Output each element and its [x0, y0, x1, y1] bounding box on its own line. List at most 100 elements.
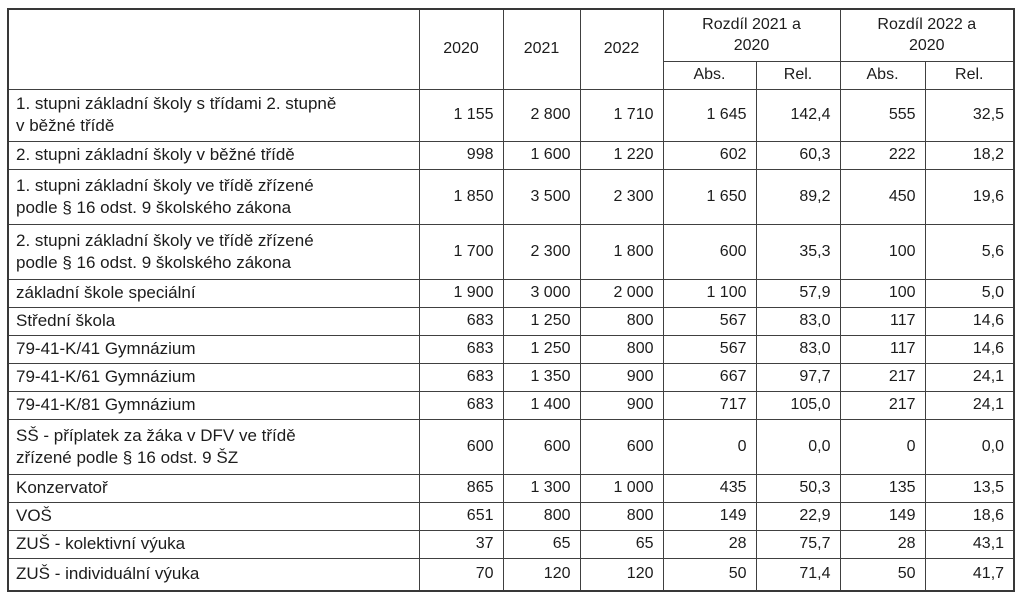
subheader-abs-2: Abs. — [839, 60, 926, 90]
value-cell: 217 — [839, 362, 926, 392]
value-cell: 149 — [662, 501, 757, 531]
row-label: VOŠ — [7, 501, 420, 531]
value-cell: 1 220 — [579, 140, 664, 170]
row-label: 79-41-K/41 Gymnázium — [7, 334, 420, 364]
value-cell: 13,5 — [924, 473, 1015, 503]
value-cell: 71,4 — [755, 557, 841, 592]
value-cell: 683 — [418, 306, 504, 336]
table-row: 1. stupni základní školy s třídami 2. st… — [7, 88, 1015, 142]
funding-comparison-table: 2020 2021 2022 Rozdíl 2021 a 2020 Rozdíl… — [7, 8, 1016, 592]
table-row: SŠ - příplatek za žáka v DFV ve třídě zř… — [7, 418, 1015, 475]
row-label: Konzervatoř — [7, 473, 420, 503]
column-header-2020: 2020 — [418, 8, 504, 90]
value-cell: 667 — [662, 362, 757, 392]
value-cell: 800 — [579, 306, 664, 336]
table-row: 79-41-K/81 Gymnázium 683 1 400 900 717 105,0 2… — [7, 390, 1015, 420]
value-cell: 3 500 — [502, 168, 581, 225]
value-cell: 217 — [839, 390, 926, 420]
table-header: 2020 2021 2022 Rozdíl 2021 a 2020 Rozdíl… — [7, 8, 1015, 90]
value-cell: 5,6 — [924, 223, 1015, 280]
group-header-diff-2022-2020: Rozdíl 2022 a 2020 — [839, 8, 1015, 62]
row-label: SŠ - příplatek za žáka v DFV ve třídě zř… — [7, 418, 420, 475]
value-cell: 555 — [839, 88, 926, 142]
value-cell: 19,6 — [924, 168, 1015, 225]
table-row: 79-41-K/41 Gymnázium 683 1 250 800 567 83,0 11… — [7, 334, 1015, 364]
value-cell: 1 250 — [502, 334, 581, 364]
value-cell: 5,0 — [924, 278, 1015, 308]
table-row: 79-41-K/61 Gymnázium 683 1 350 900 667 97,7 21… — [7, 362, 1015, 392]
row-label: 1. stupni základní školy s třídami 2. st… — [7, 88, 420, 142]
value-cell: 900 — [579, 362, 664, 392]
value-cell: 18,2 — [924, 140, 1015, 170]
value-cell: 1 400 — [502, 390, 581, 420]
value-cell: 600 — [418, 418, 504, 475]
value-cell: 1 850 — [418, 168, 504, 225]
value-cell: 1 710 — [579, 88, 664, 142]
value-cell: 135 — [839, 473, 926, 503]
value-cell: 651 — [418, 501, 504, 531]
value-cell: 120 — [502, 557, 581, 592]
value-cell: 24,1 — [924, 362, 1015, 392]
value-cell: 717 — [662, 390, 757, 420]
value-cell: 37 — [418, 529, 504, 559]
value-cell: 683 — [418, 362, 504, 392]
value-cell: 100 — [839, 278, 926, 308]
value-cell: 602 — [662, 140, 757, 170]
group-header-diff-2021-2020: Rozdíl 2021 a 2020 — [662, 8, 841, 62]
value-cell: 1 155 — [418, 88, 504, 142]
value-cell: 2 800 — [502, 88, 581, 142]
subheader-rel-1: Rel. — [755, 60, 841, 90]
value-cell: 865 — [418, 473, 504, 503]
value-cell: 0 — [839, 418, 926, 475]
column-header-2021: 2021 — [502, 8, 581, 90]
value-cell: 1 300 — [502, 473, 581, 503]
value-cell: 41,7 — [924, 557, 1015, 592]
value-cell: 18,6 — [924, 501, 1015, 531]
row-label: ZUŠ - kolektivní výuka — [7, 529, 420, 559]
row-label: 1. stupni základní školy ve třídě zřízen… — [7, 168, 420, 225]
value-cell: 83,0 — [755, 306, 841, 336]
corner-cell — [7, 8, 420, 90]
table-row: VOŠ 651 800 800 149 22,9 149 18,6 — [7, 501, 1015, 531]
value-cell: 800 — [579, 501, 664, 531]
value-cell: 65 — [502, 529, 581, 559]
value-cell: 1 000 — [579, 473, 664, 503]
header-row-sub: Abs. Rel. Abs. Rel. — [8, 60, 1015, 90]
row-label: ZUŠ - individuální výuka — [7, 557, 420, 592]
table-row: Střední škola 683 1 250 800 567 83,0 117 14,6 — [7, 306, 1015, 336]
value-cell: 0,0 — [924, 418, 1015, 475]
value-cell: 149 — [839, 501, 926, 531]
value-cell: 998 — [418, 140, 504, 170]
value-cell: 105,0 — [755, 390, 841, 420]
value-cell: 35,3 — [755, 223, 841, 280]
table-row: Konzervatoř 865 1 300 1 000 435 50,3 135 13,5 — [7, 473, 1015, 503]
value-cell: 1 700 — [418, 223, 504, 280]
column-header-2022: 2022 — [579, 8, 664, 90]
value-cell: 1 600 — [502, 140, 581, 170]
value-cell: 89,2 — [755, 168, 841, 225]
value-cell: 28 — [662, 529, 757, 559]
value-cell: 0 — [662, 418, 757, 475]
value-cell: 24,1 — [924, 390, 1015, 420]
value-cell: 435 — [662, 473, 757, 503]
value-cell: 683 — [418, 390, 504, 420]
value-cell: 117 — [839, 334, 926, 364]
table-row: ZUŠ - individuální výuka 70 120 120 50 71,4 50… — [7, 557, 1015, 592]
value-cell: 43,1 — [924, 529, 1015, 559]
row-label: 79-41-K/61 Gymnázium — [7, 362, 420, 392]
subheader-rel-2: Rel. — [924, 60, 1015, 90]
value-cell: 65 — [579, 529, 664, 559]
row-label: základní škole speciální — [7, 278, 420, 308]
value-cell: 800 — [502, 501, 581, 531]
value-cell: 222 — [839, 140, 926, 170]
value-cell: 117 — [839, 306, 926, 336]
value-cell: 57,9 — [755, 278, 841, 308]
table-row: ZUŠ - kolektivní výuka 37 65 65 28 75,7 28 43,1 — [7, 529, 1015, 559]
value-cell: 50 — [662, 557, 757, 592]
row-label: 2. stupni základní školy v běžné třídě — [7, 140, 420, 170]
table-body: 1. stupni základní školy s třídami 2. st… — [7, 88, 1015, 592]
subheader-abs-1: Abs. — [662, 60, 757, 90]
row-label: 2. stupni základní školy ve třídě zřízen… — [7, 223, 420, 280]
value-cell: 1 650 — [662, 168, 757, 225]
value-cell: 600 — [502, 418, 581, 475]
